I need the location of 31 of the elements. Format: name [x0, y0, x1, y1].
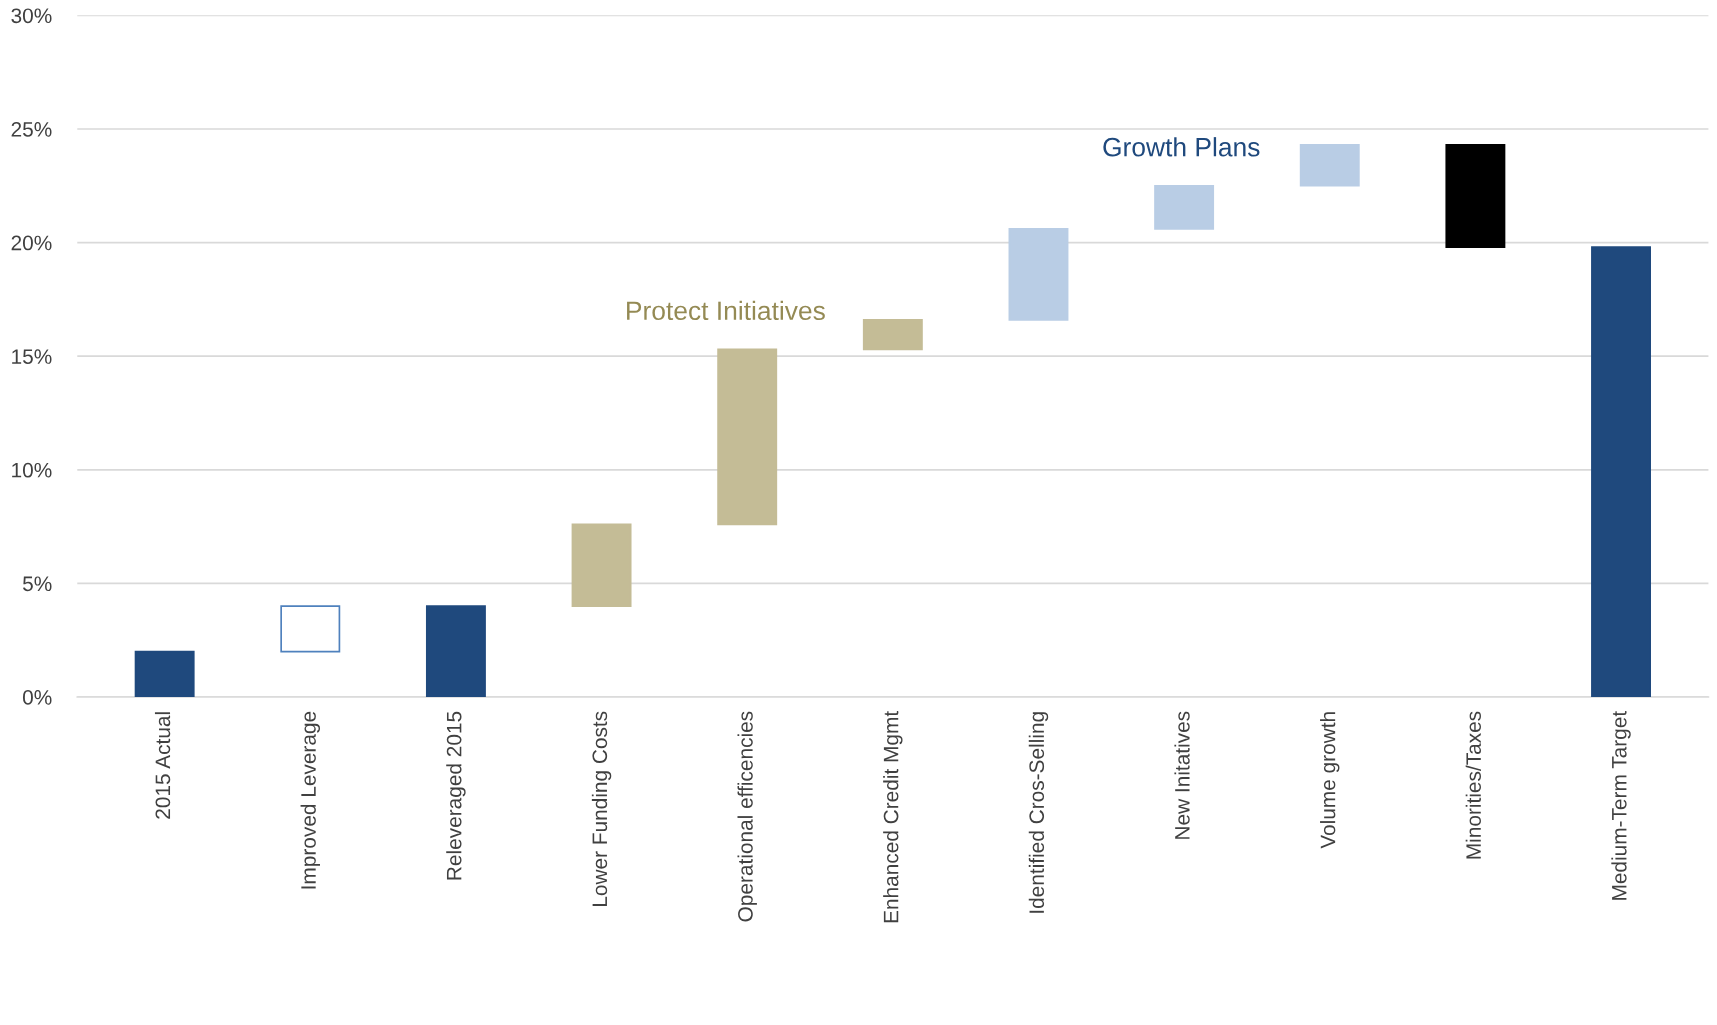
y-tick-label: 15% [12, 349, 52, 364]
x-tick-label: Minorities/Taxes [1465, 711, 1481, 859]
bar [425, 605, 486, 697]
x-tick-label: Volume growth [1320, 712, 1340, 849]
x-tick-label: Improved Leverage [300, 711, 320, 889]
x-tick-label: New Initatives [1174, 711, 1190, 839]
x-tick-label: 2015 Actual [154, 712, 171, 819]
y-tick-label: 10% [12, 462, 52, 478]
y-tick-label: 30% [11, 8, 52, 24]
bar [134, 650, 195, 697]
annotation: Protect Initiatives [627, 300, 825, 321]
y-tick-label: 5% [22, 576, 52, 592]
x-tick-label: Lower Funding Costs [591, 711, 612, 907]
bar [1008, 228, 1069, 321]
bar [1445, 144, 1506, 248]
y-tick-label: 0% [22, 690, 52, 705]
bar [1591, 246, 1651, 697]
x-tick-label: Medium-Term Target [1611, 711, 1631, 900]
bar [280, 605, 341, 653]
bar [717, 348, 778, 526]
x-tick-label: Releveraged 2015 [446, 711, 466, 880]
x-tick-label: Identified Cros-Selling [1028, 712, 1049, 913]
y-tick-label: 20% [11, 235, 52, 251]
x-tick-label: Enhanced Credit Mgmt [883, 711, 903, 923]
bar [862, 318, 923, 351]
bar [1154, 184, 1215, 230]
bar [1299, 144, 1360, 187]
x-tick-label: Operational efficencies [737, 711, 757, 922]
bar [571, 523, 632, 607]
y-tick-label: 25% [11, 121, 52, 137]
annotation: Growth Plans [1103, 137, 1260, 157]
